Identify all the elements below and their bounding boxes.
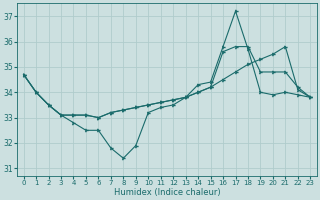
X-axis label: Humidex (Indice chaleur): Humidex (Indice chaleur) (114, 188, 220, 197)
